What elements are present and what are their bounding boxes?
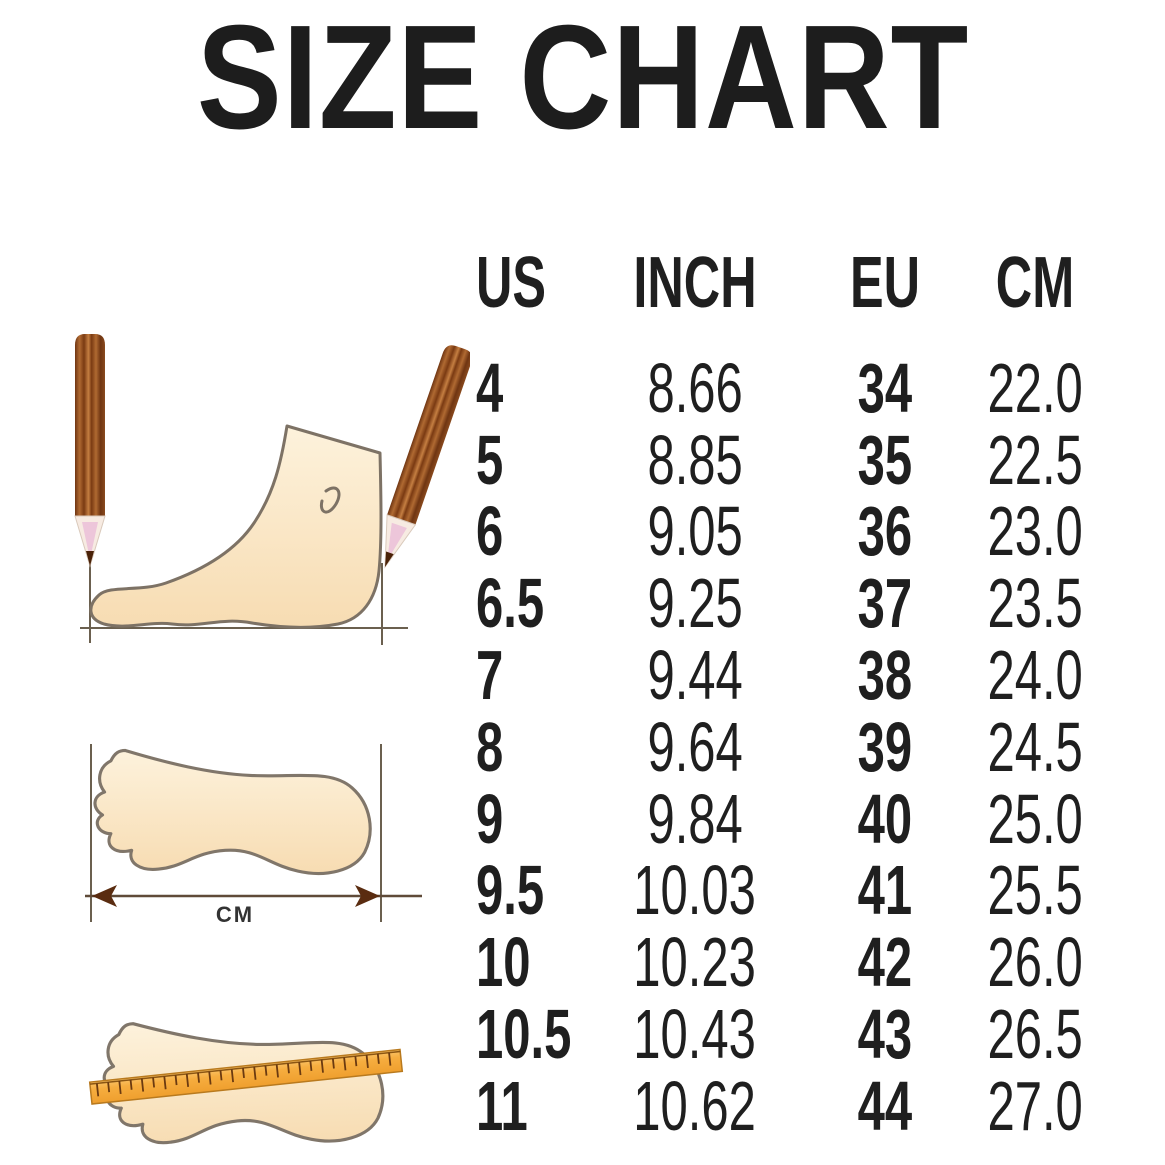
table-row: 6 9.05 36 23.0 — [450, 496, 1110, 568]
cell-eu-size: 35 — [857, 420, 913, 499]
cell-eu-size: 34 — [857, 348, 913, 427]
table-row: 6.5 9.25 37 23.5 — [450, 567, 1110, 639]
cell-eu-size: 37 — [857, 564, 913, 643]
size-table-body: 4 8.66 34 22.0 5 8.85 35 22.5 6 9.05 36 23.0 6.5 9.25… — [450, 352, 1110, 1142]
cell-eu-size: 38 — [857, 636, 913, 715]
cell-us-size: 7 — [476, 636, 504, 715]
cell-inch-length: 9.84 — [647, 779, 743, 858]
foot-measuring-illustration — [74, 333, 470, 645]
cell-inch-length: 8.85 — [647, 420, 743, 499]
foot-side-view-icon — [89, 424, 383, 629]
size-table-header: US INCH EU CM — [450, 243, 1110, 323]
cell-eu-size: 42 — [857, 923, 913, 1002]
cell-cm-length: 23.0 — [987, 492, 1083, 571]
ankle-mark — [319, 486, 341, 514]
column-header-us: US — [476, 243, 547, 323]
cell-eu-size: 43 — [857, 995, 913, 1074]
table-row: 5 8.85 35 22.5 — [450, 424, 1110, 496]
cell-cm-length: 26.0 — [987, 923, 1083, 1002]
footprint-ruler-illustration — [88, 1013, 404, 1151]
cell-inch-length: 9.64 — [647, 707, 743, 786]
table-row: 10 10.23 42 26.0 — [450, 926, 1110, 998]
table-row: 7 9.44 38 24.0 — [450, 639, 1110, 711]
pencil-icon — [74, 333, 106, 567]
cell-cm-length: 22.0 — [987, 348, 1083, 427]
cell-cm-length: 25.5 — [987, 851, 1083, 930]
cell-eu-size: 36 — [857, 492, 913, 571]
cell-us-size: 6.5 — [476, 564, 545, 643]
table-row: 8 9.64 39 24.5 — [450, 711, 1110, 783]
cell-cm-length: 24.0 — [987, 636, 1083, 715]
footprint-length-illustration: CM — [85, 744, 422, 927]
cell-us-size: 4 — [476, 348, 504, 427]
cell-eu-size: 40 — [857, 779, 913, 858]
column-header-inch: INCH — [633, 243, 757, 323]
cell-inch-length: 10.62 — [633, 1066, 757, 1145]
cm-label: CM — [216, 902, 254, 927]
cell-cm-length: 26.5 — [987, 995, 1083, 1074]
cell-inch-length: 10.23 — [633, 923, 757, 1002]
table-row: 9 9.84 40 25.0 — [450, 783, 1110, 855]
footprint-icon — [93, 748, 372, 876]
cell-cm-length: 22.5 — [987, 420, 1083, 499]
double-headed-arrow-icon — [85, 885, 422, 907]
table-row: 11 10.62 44 27.0 — [450, 1070, 1110, 1142]
cell-cm-length: 25.0 — [987, 779, 1083, 858]
page-title: SIZE CHART — [196, 0, 969, 160]
cell-us-size: 9.5 — [476, 851, 545, 930]
cell-us-size: 10 — [476, 923, 531, 1002]
cell-us-size: 11 — [476, 1066, 528, 1145]
table-row: 4 8.66 34 22.0 — [450, 352, 1110, 424]
cell-inch-length: 10.43 — [633, 995, 757, 1074]
pencil-icon — [370, 342, 470, 573]
ruler-icon — [88, 1048, 404, 1105]
cell-inch-length: 9.05 — [647, 492, 743, 571]
column-header-eu: EU — [849, 243, 921, 323]
table-row: 9.5 10.03 41 25.5 — [450, 855, 1110, 927]
cell-us-size: 10.5 — [476, 995, 572, 1074]
cell-inch-length: 8.66 — [647, 348, 743, 427]
cell-us-size: 9 — [476, 779, 504, 858]
cell-us-size: 8 — [476, 707, 504, 786]
cell-inch-length: 10.03 — [633, 851, 757, 930]
cell-cm-length: 24.5 — [987, 707, 1083, 786]
cell-eu-size: 44 — [857, 1066, 913, 1145]
table-row: 10.5 10.43 43 26.5 — [450, 998, 1110, 1070]
cell-cm-length: 23.5 — [987, 564, 1083, 643]
cell-eu-size: 41 — [857, 851, 913, 930]
cell-cm-length: 27.0 — [987, 1066, 1083, 1145]
cell-us-size: 6 — [476, 492, 504, 571]
cell-inch-length: 9.44 — [647, 636, 743, 715]
cell-us-size: 5 — [476, 420, 504, 499]
cell-inch-length: 9.25 — [647, 564, 743, 643]
cell-eu-size: 39 — [857, 707, 913, 786]
column-header-cm: CM — [995, 243, 1075, 323]
